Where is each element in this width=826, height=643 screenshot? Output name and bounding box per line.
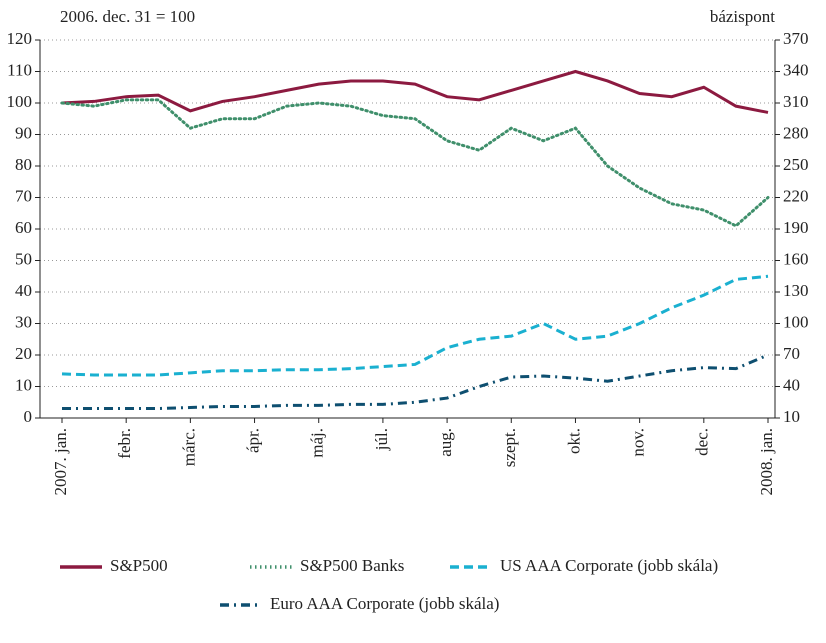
y2-tick-label: 340 <box>783 60 809 79</box>
x-tick-label: febr. <box>115 428 134 459</box>
series-line <box>61 274 769 377</box>
x-tick-label: ápr. <box>243 428 262 453</box>
y2-tick-label: 190 <box>783 218 809 237</box>
y-tick-label: 110 <box>7 60 32 79</box>
y2-tick-label: 310 <box>783 92 809 111</box>
y-tick-label: 60 <box>15 218 32 237</box>
y2-tick-label: 70 <box>783 344 800 363</box>
x-tick-label: aug. <box>436 428 455 457</box>
y-tick-label: 120 <box>7 29 33 48</box>
right-axis-label: bázispont <box>710 7 775 26</box>
legend-label: S&P500 Banks <box>300 556 404 575</box>
x-tick-label: dec. <box>693 428 712 456</box>
y-tick-label: 100 <box>7 92 33 111</box>
x-tick-label: márc. <box>179 428 198 466</box>
y-tick-label: 50 <box>15 249 32 268</box>
y-tick-label: 70 <box>15 186 32 205</box>
y-tick-label: 0 <box>24 407 33 426</box>
y2-tick-label: 100 <box>783 312 809 331</box>
y2-tick-label: 40 <box>783 375 800 394</box>
y2-tick-label: 160 <box>783 249 809 268</box>
x-tick-label: nov. <box>629 428 648 457</box>
y-tick-label: 80 <box>15 155 32 174</box>
x-tick-label: júl. <box>372 428 391 451</box>
y-tick-label: 20 <box>15 344 32 363</box>
x-tick-label: szept. <box>500 428 519 467</box>
x-tick-label: 2007. jan. <box>51 428 70 496</box>
x-tick-label: 2008. jan. <box>757 428 776 496</box>
series-line <box>62 353 769 411</box>
y-tick-label: 90 <box>15 123 32 142</box>
legend-label: Euro AAA Corporate (jobb skála) <box>270 594 499 613</box>
y2-tick-label: 280 <box>783 123 809 142</box>
x-tick-label: okt. <box>564 428 583 454</box>
y-tick-label: 40 <box>15 281 32 300</box>
y2-tick-label: 130 <box>783 281 809 300</box>
y2-tick-label: 220 <box>783 186 809 205</box>
left-axis-label: 2006. dec. 31 = 100 <box>60 7 195 26</box>
y2-tick-label: 250 <box>783 155 809 174</box>
series-line <box>61 69 769 114</box>
legend-label: US AAA Corporate (jobb skála) <box>500 556 718 575</box>
legend-label: S&P500 <box>110 556 168 575</box>
series-line <box>60 98 770 228</box>
x-tick-label: máj. <box>308 428 327 458</box>
y-tick-label: 30 <box>15 312 32 331</box>
y2-tick-label: 10 <box>783 407 800 426</box>
y2-tick-label: 370 <box>783 29 809 48</box>
y-tick-label: 10 <box>15 375 32 394</box>
